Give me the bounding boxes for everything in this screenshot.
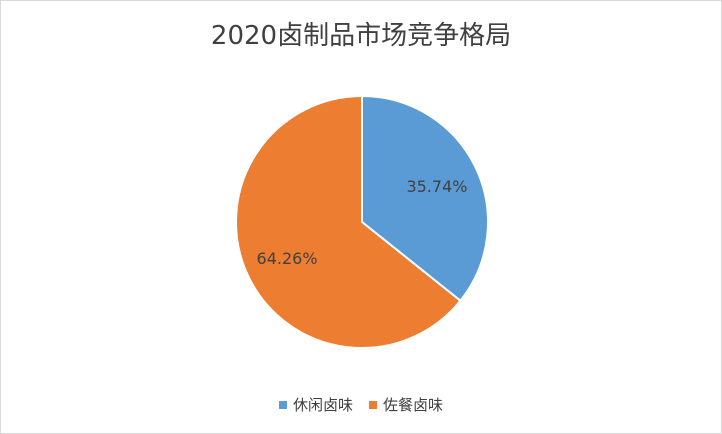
- legend-swatch-0: [278, 400, 287, 409]
- legend: 休闲卤味 佐餐卤味: [1, 394, 721, 415]
- data-label-1: 64.26%: [257, 249, 318, 268]
- legend-label-0: 休闲卤味: [292, 396, 353, 414]
- data-label-0: 35.74%: [406, 177, 467, 196]
- pie-slice-1: [235, 94, 462, 349]
- legend-swatch-1: [369, 400, 377, 409]
- legend-item-0: 休闲卤味: [278, 394, 353, 415]
- legend-item-1: 佐餐卤味: [369, 394, 443, 415]
- chart-title: 2020卤制品市场竞争格局: [210, 21, 512, 51]
- legend-label-1: 佐餐卤味: [383, 396, 444, 414]
- pie-slice-0: [361, 94, 489, 303]
